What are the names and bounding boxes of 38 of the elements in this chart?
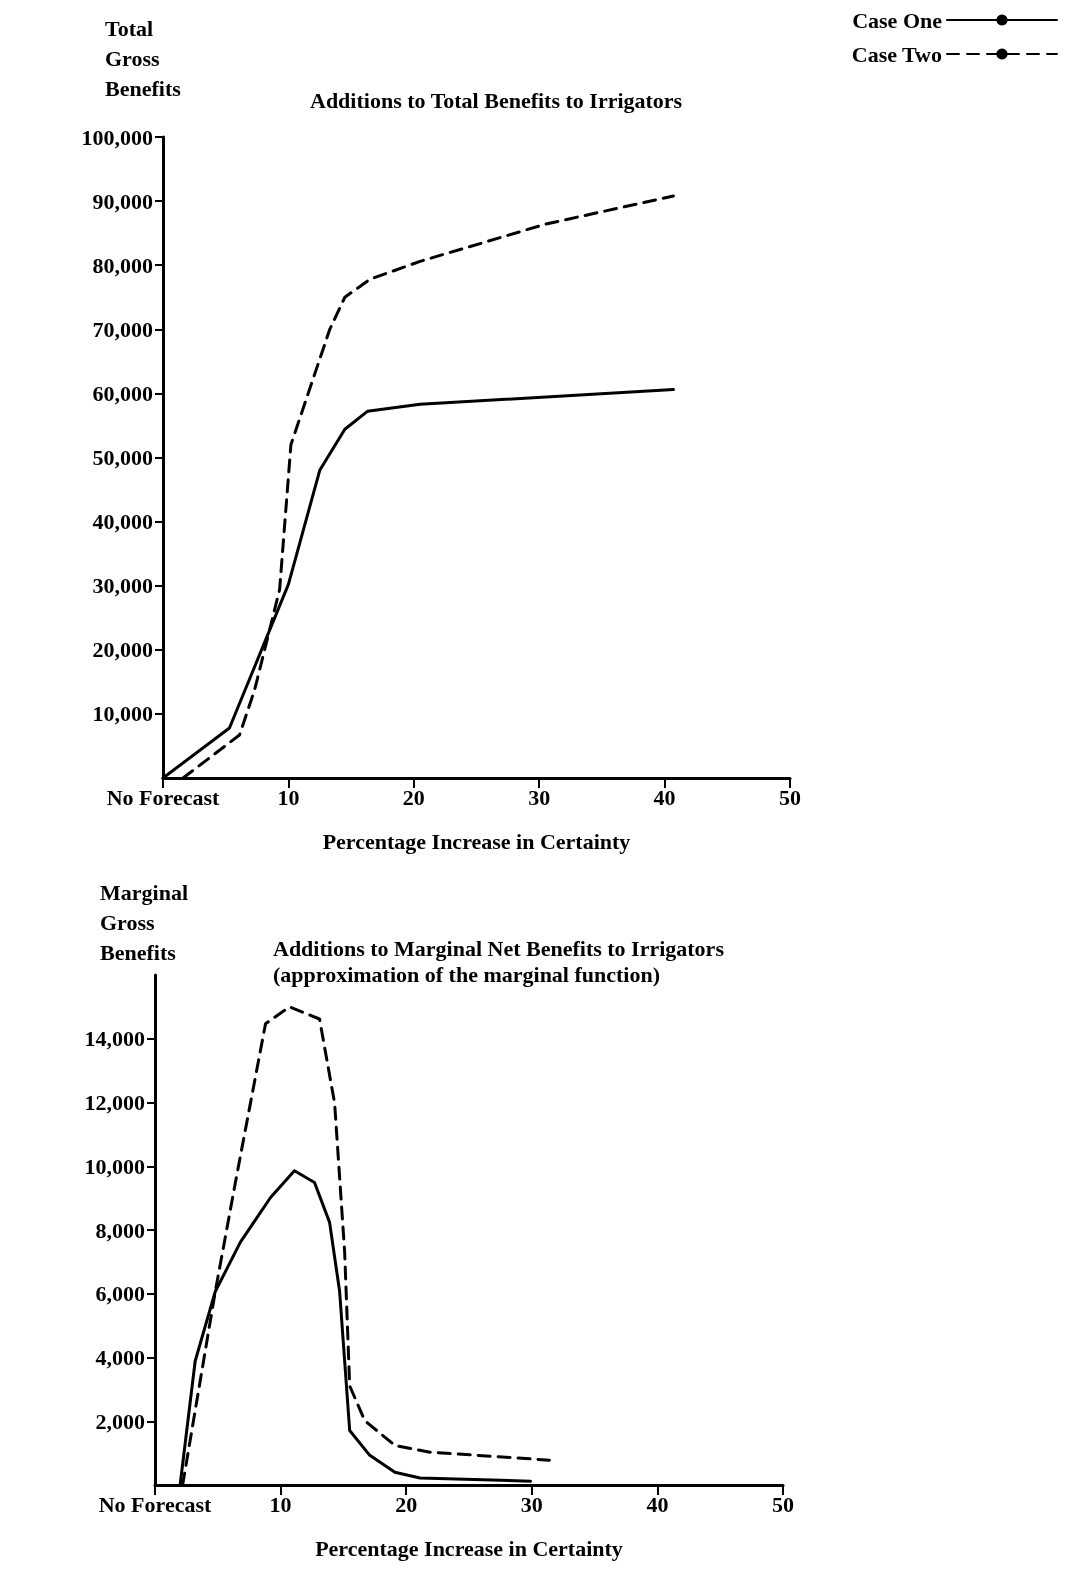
x-tick-label: 30 (528, 784, 551, 810)
legend-label: Case One (852, 7, 943, 33)
y-tick-label: 60,000 (92, 380, 153, 406)
x-tick-label: 10 (277, 784, 300, 810)
y-tick-label: 4,000 (95, 1345, 145, 1370)
y-axis-title: Total Gross Benefits (105, 15, 182, 101)
x-tick-label: 30 (520, 1491, 543, 1517)
x-tick-label: 50 (772, 1491, 794, 1517)
x-tick-label: 20 (402, 784, 425, 810)
x-tick-label: 10 (269, 1491, 292, 1517)
y-tick-label: 12,000 (84, 1090, 145, 1115)
y-tick-label: 90,000 (92, 188, 153, 214)
y-tick-label: 50,000 (92, 445, 153, 470)
chart-subtitle: (approximation of the marginal function) (273, 961, 661, 987)
y-tick-label: 2,000 (95, 1408, 145, 1434)
y-tick-label: 100,000 (81, 124, 153, 150)
chart-title: Additions to Marginal Net Benefits to Irrigators (273, 935, 725, 961)
y-tick-label: 10,000 (92, 701, 153, 727)
x-tick-label: No Forecast (106, 784, 220, 810)
y-tick-label: 30,000 (92, 573, 153, 599)
y-tick-label: 40,000 (92, 509, 153, 535)
x-tick-label: 40 (646, 1491, 669, 1517)
x-axis-title: Percentage Increase in Certainty (315, 1535, 623, 1561)
x-tick-label: 50 (779, 784, 801, 810)
y-axis-title: Marginal Gross Benefits (100, 879, 194, 965)
chart-title: Additions to Total Benefits to Irrigators (310, 87, 683, 113)
y-tick-label: 80,000 (92, 252, 153, 278)
y-tick-label: 10,000 (84, 1153, 145, 1179)
x-tick-label: 40 (653, 784, 676, 810)
y-tick-label: 70,000 (92, 316, 153, 342)
y-tick-label: 8,000 (95, 1217, 145, 1243)
legend-label: Case Two (851, 41, 942, 67)
x-tick-label: 20 (395, 1491, 418, 1517)
y-tick-label: 14,000 (84, 1026, 145, 1052)
y-tick-label: 20,000 (92, 637, 153, 663)
y-tick-label: 6,000 (95, 1281, 145, 1307)
x-tick-label: No Forecast (98, 1491, 212, 1517)
x-axis-title: Percentage Increase in Certainty (322, 828, 631, 854)
